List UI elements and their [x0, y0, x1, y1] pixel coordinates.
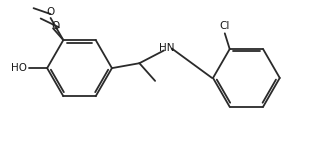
Text: HN: HN [159, 44, 175, 54]
Text: HO: HO [11, 63, 27, 73]
Text: O: O [47, 7, 55, 17]
Text: Cl: Cl [220, 21, 230, 31]
Text: O: O [52, 21, 60, 31]
